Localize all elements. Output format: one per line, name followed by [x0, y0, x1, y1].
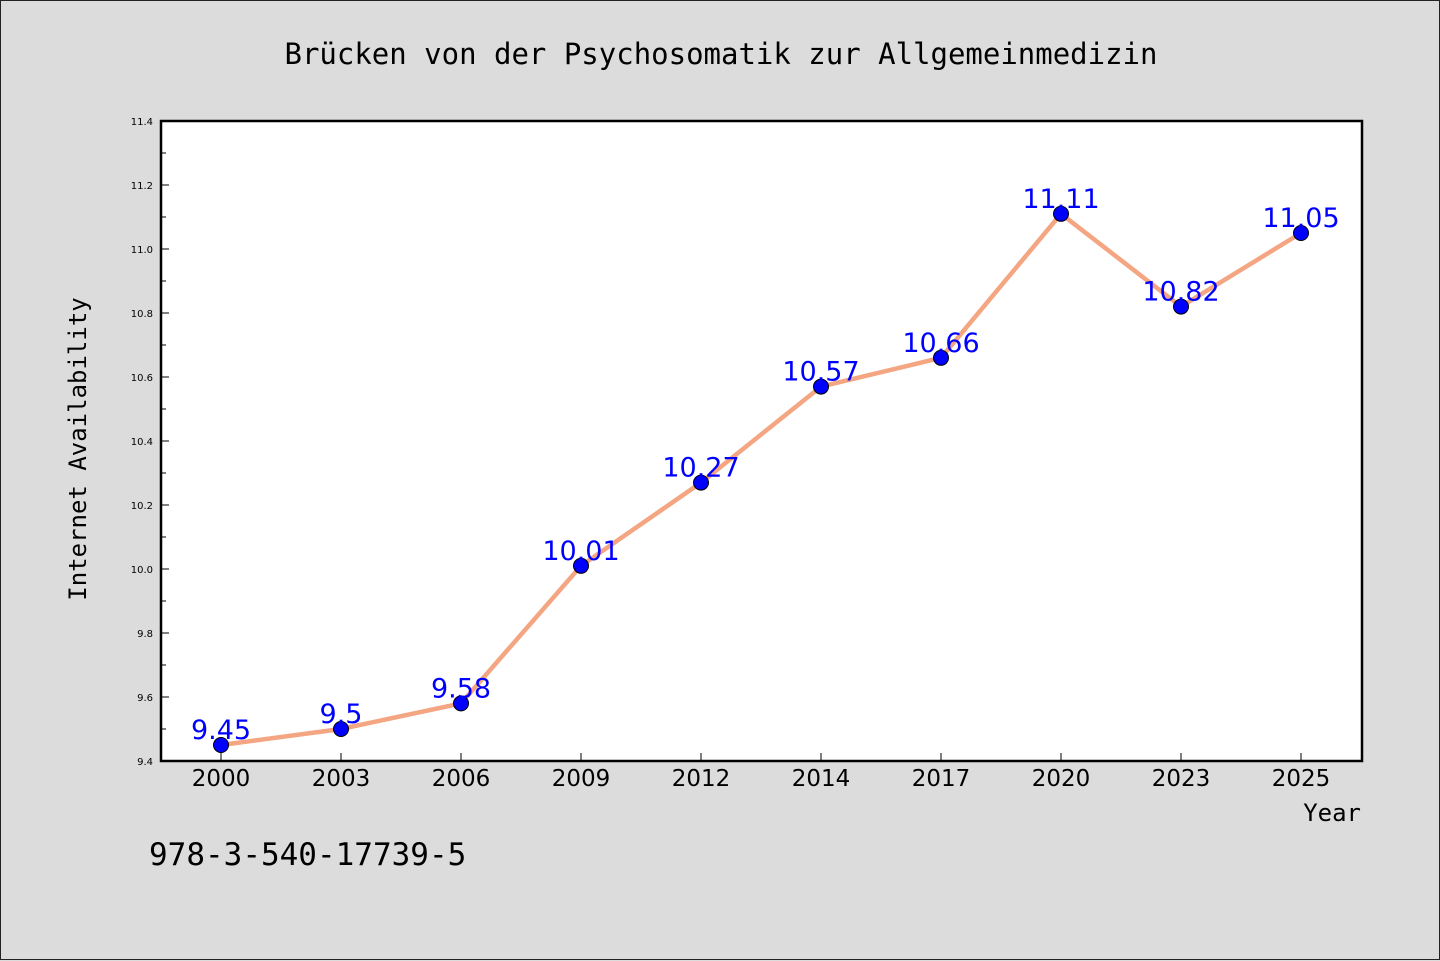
- data-label: 11.05: [1262, 203, 1339, 234]
- x-tick-label: 2014: [792, 766, 851, 792]
- x-tick-label: 2017: [912, 766, 971, 792]
- plot-border: [159, 119, 1364, 763]
- data-label: 10.82: [1142, 277, 1219, 308]
- y-tick-label: 11.0: [131, 245, 153, 256]
- data-point: [933, 349, 949, 366]
- data-label: 9.45: [191, 715, 251, 746]
- x-tick-label: 2023: [1152, 766, 1211, 792]
- data-point: [213, 737, 229, 753]
- y-tick-label: 11.2: [131, 181, 153, 192]
- data-point: [573, 557, 589, 574]
- chart-title: Brücken von der Psychosomatik zur Allgem…: [285, 37, 1158, 71]
- x-tick-label: 2020: [1032, 766, 1091, 792]
- y-tick-label: 9.4: [137, 757, 153, 768]
- y-tick-label: 9.8: [137, 629, 153, 640]
- data-label: 9.58: [431, 673, 491, 704]
- data-label: 10.01: [542, 536, 619, 567]
- y-tick-label: 10.6: [131, 373, 153, 384]
- x-tick-label: 2000: [192, 766, 251, 792]
- data-label: 11.11: [1022, 184, 1099, 215]
- y-tick-label: 10.8: [131, 309, 153, 320]
- data-label: 10.66: [902, 328, 979, 359]
- series-markers: [213, 205, 1309, 753]
- data-point: [453, 695, 469, 712]
- series-line: [220, 211, 1303, 748]
- y-tick-label: 9.6: [137, 693, 153, 704]
- data-label: 10.57: [782, 357, 859, 388]
- x-axis-label: Year: [1303, 799, 1361, 827]
- data-point: [1173, 298, 1189, 315]
- data-point: [813, 378, 829, 395]
- y-tick-label: 10.4: [131, 437, 153, 448]
- y-tick-label: 10.2: [131, 501, 153, 512]
- data-point: [693, 474, 709, 491]
- data-point: [333, 721, 349, 737]
- data-labels: 9.45 9.5 9.58 10.01 10.27 10.57 10.66 11.11 10.8…: [191, 184, 1340, 746]
- x-tick-label: 2009: [552, 766, 611, 792]
- data-point: [1053, 205, 1069, 222]
- y-axis-ticks: 9.4 9.6 9.8 10.0 10.2 10.4 10.6 10.8 11.0 11.2 11.…: [131, 117, 169, 768]
- x-axis-ticks: 2000 2003 2006 2009 2012 2014 2017 2020 2023 2025: [192, 753, 1331, 792]
- data-point: [1293, 225, 1309, 241]
- x-tick-label: 2012: [672, 766, 731, 792]
- plot-area: [161, 121, 1362, 761]
- x-tick-label: 2025: [1272, 766, 1331, 792]
- x-tick-label: 2006: [432, 766, 491, 792]
- y-tick-label: 11.4: [131, 117, 153, 128]
- footer-code: 978-3-540-17739-5: [149, 837, 466, 873]
- y-axis-label: Internet Availability: [64, 297, 92, 600]
- y-tick-label: 10.0: [131, 565, 153, 576]
- x-tick-label: 2003: [312, 766, 371, 792]
- data-label: 10.27: [662, 453, 739, 484]
- data-label: 9.5: [320, 699, 363, 730]
